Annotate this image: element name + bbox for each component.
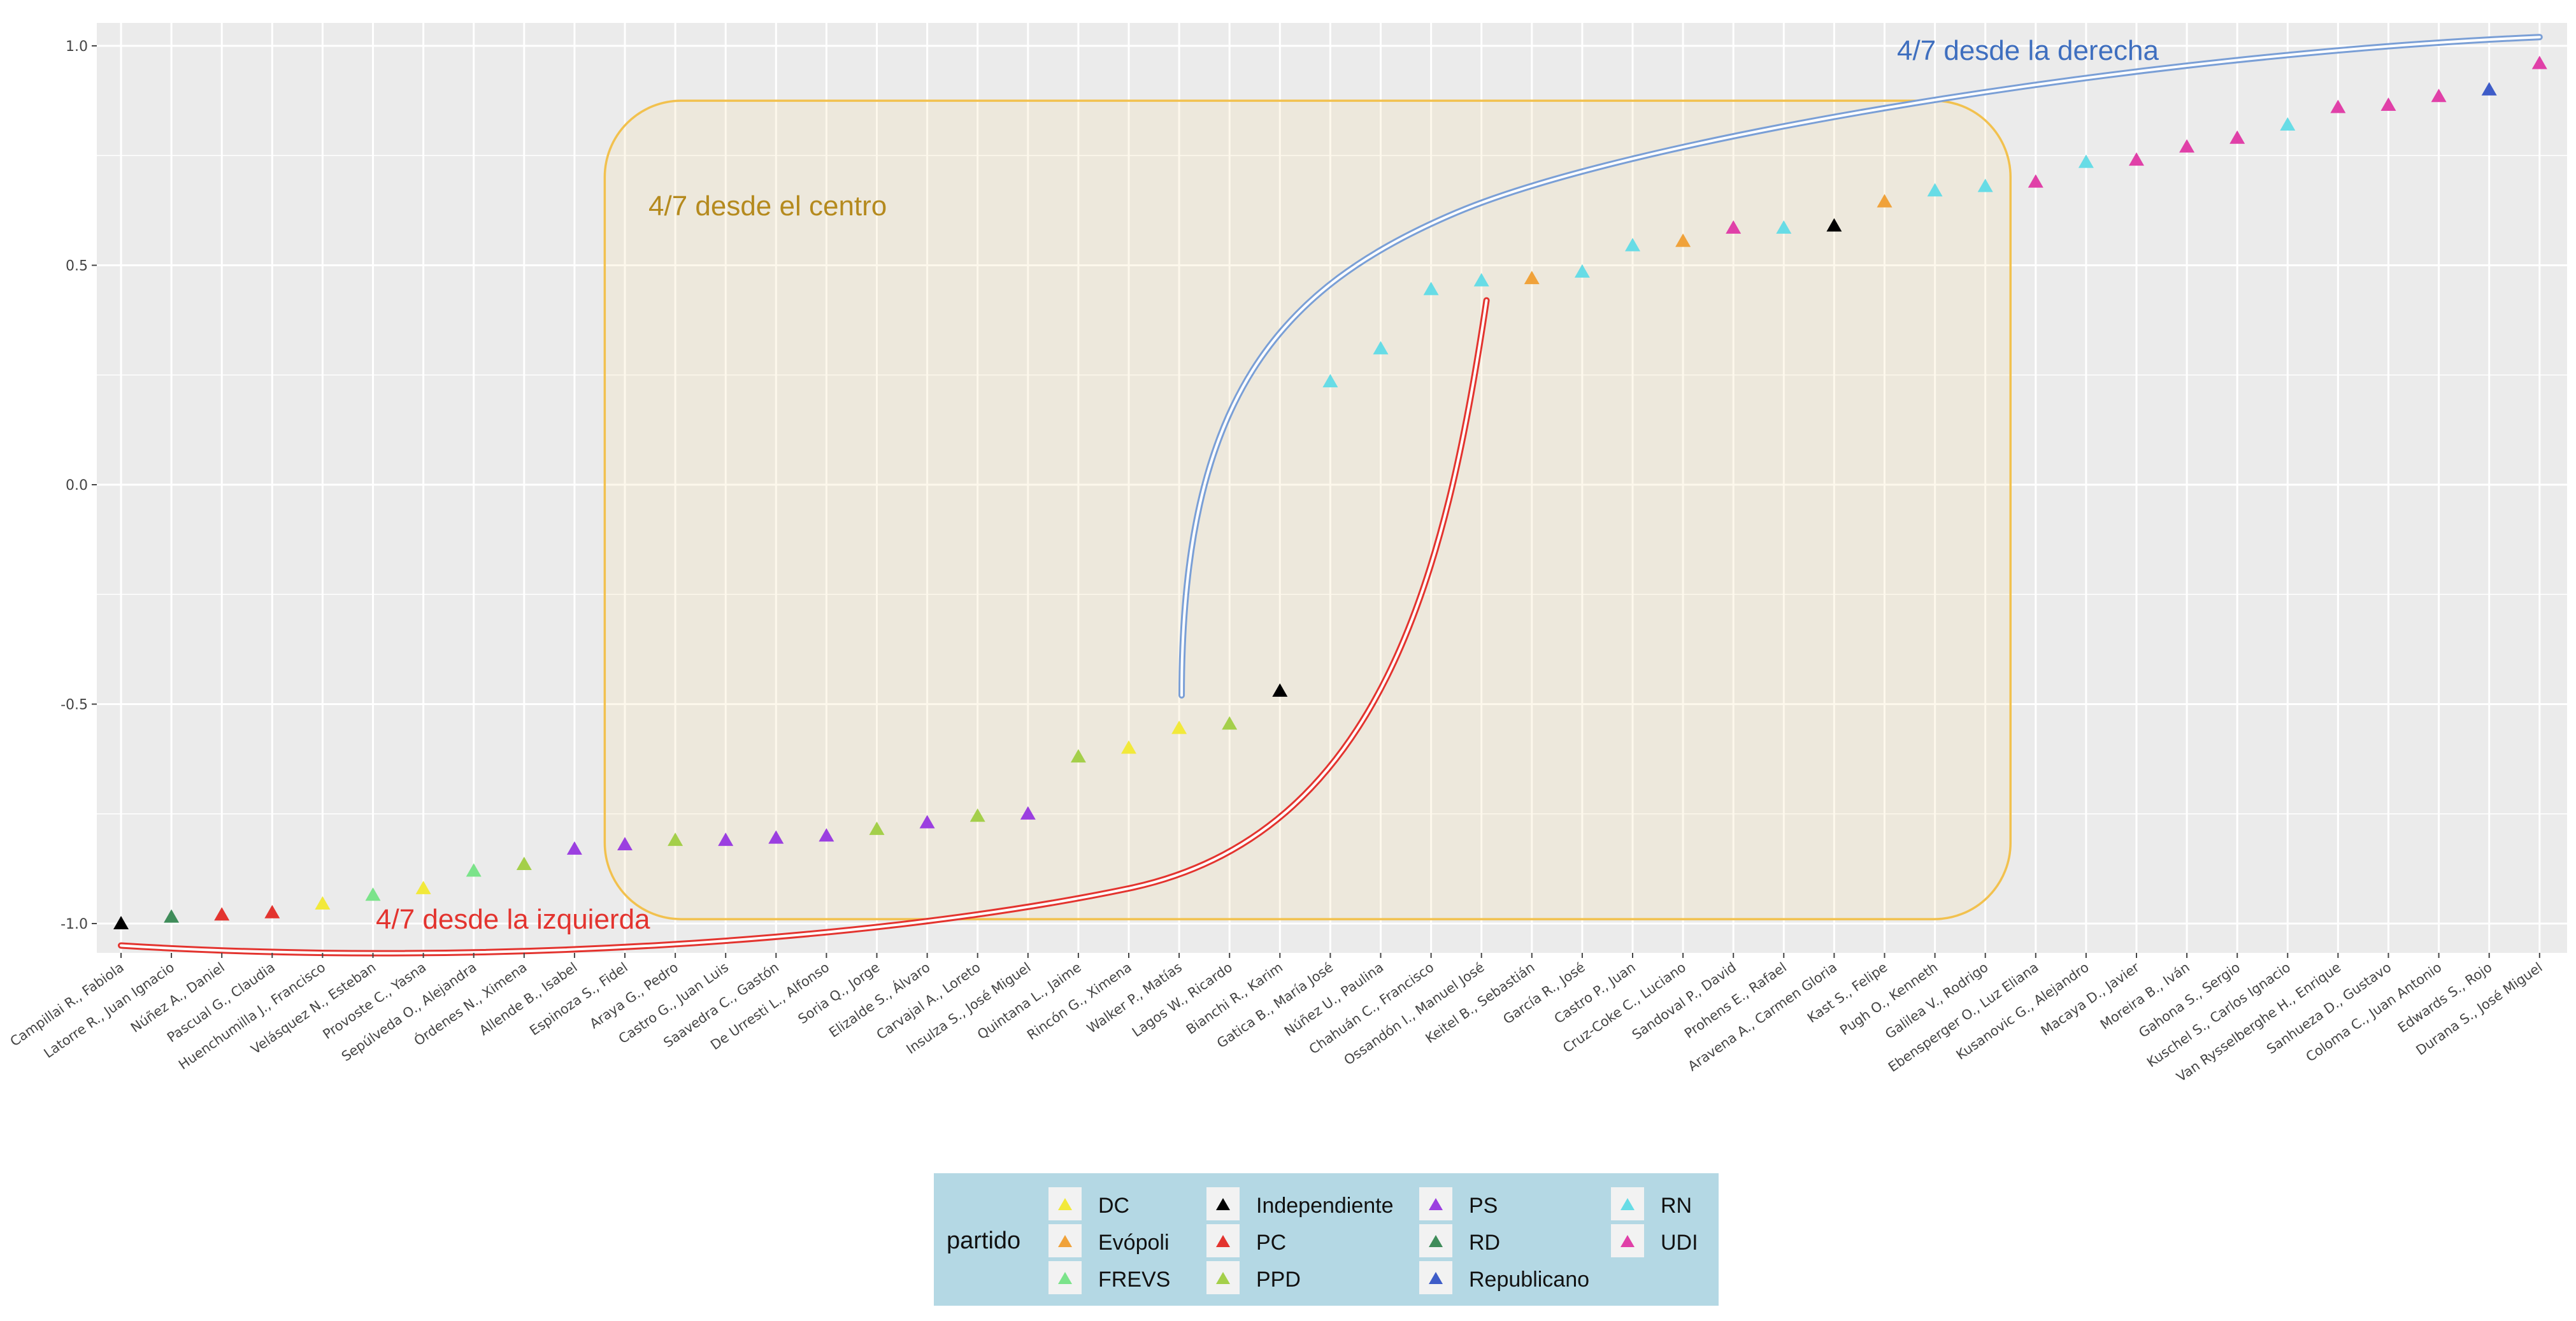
data-point xyxy=(1726,220,1742,234)
y-tick-label: 0.5 xyxy=(66,259,88,275)
data-point xyxy=(1977,178,1993,192)
data-point xyxy=(1574,264,1590,278)
data-point xyxy=(2129,152,2144,166)
data-point xyxy=(1927,183,1943,197)
data-point xyxy=(2330,99,2346,113)
plot-panel xyxy=(97,23,2567,953)
legend-marker xyxy=(1621,1235,1635,1247)
legend-label: Independiente xyxy=(1256,1194,1394,1218)
data-point xyxy=(365,887,381,901)
center-box xyxy=(603,99,2012,920)
legend-label: RD xyxy=(1469,1231,1500,1255)
curve-group xyxy=(118,34,2543,957)
data-point xyxy=(1524,271,1540,285)
legend-marker xyxy=(1216,1272,1230,1284)
data-point xyxy=(1877,194,1893,208)
curve-derecha-inner xyxy=(1180,36,2541,697)
points-group xyxy=(113,55,2547,929)
y-tick-label: 0.0 xyxy=(66,478,88,494)
annotation-derecha: 4/7 desde la derecha xyxy=(1897,35,2159,66)
data-point xyxy=(2229,130,2245,144)
legend-label: PC xyxy=(1256,1231,1286,1255)
data-point xyxy=(2481,82,2497,96)
legend: partido DC Evópoli FREVS Independiente PC PPD… xyxy=(934,1173,1719,1306)
legend-marker xyxy=(1058,1198,1072,1210)
y-tick-label: 1.0 xyxy=(66,39,88,55)
legend-label: RN xyxy=(1661,1194,1692,1218)
legend-label: Evópoli xyxy=(1098,1231,1170,1255)
annotation-centro: 4/7 desde el centro xyxy=(648,190,887,222)
data-point xyxy=(1473,273,1489,287)
data-point xyxy=(2280,117,2296,131)
data-point xyxy=(617,836,633,850)
legend-marker xyxy=(1429,1272,1443,1284)
legend-label: DC xyxy=(1098,1194,1129,1218)
data-point xyxy=(1625,238,1640,252)
y-tick-label: -1.0 xyxy=(61,917,88,932)
legend-marker xyxy=(1621,1198,1635,1210)
data-point xyxy=(2431,89,2447,103)
legend-marker xyxy=(1216,1198,1230,1210)
data-point xyxy=(1070,749,1086,763)
data-point xyxy=(919,815,935,829)
center-box-group xyxy=(603,99,2012,920)
data-point xyxy=(1272,683,1288,697)
data-point xyxy=(869,821,885,835)
data-point xyxy=(768,830,784,844)
legend-label: Republicano xyxy=(1469,1267,1589,1292)
grid-lines xyxy=(97,23,2567,953)
data-point xyxy=(315,896,331,910)
data-point xyxy=(1121,740,1136,754)
data-point xyxy=(1222,716,1238,730)
curve-izquierda-inner xyxy=(120,299,1488,955)
data-point xyxy=(718,832,734,846)
data-point xyxy=(2078,154,2094,168)
y-axis-ticks: 1.0 0.5 0.0 -0.5 -1.0 xyxy=(61,39,97,932)
legend-marker xyxy=(1216,1235,1230,1247)
data-point xyxy=(466,863,482,877)
legend-marker xyxy=(1058,1235,1072,1247)
data-point xyxy=(1826,218,1842,232)
data-point xyxy=(1020,806,1036,820)
data-point xyxy=(164,909,180,923)
data-point xyxy=(2531,55,2547,69)
annotations: 4/7 desde la derecha 4/7 desde el centro… xyxy=(376,35,2159,935)
data-point xyxy=(113,916,129,929)
data-point xyxy=(2028,174,2043,188)
legend-marker xyxy=(1429,1198,1443,1210)
data-point xyxy=(1776,220,1792,234)
data-point xyxy=(415,880,431,894)
data-point xyxy=(1322,374,1338,388)
legend-label: FREVS xyxy=(1098,1267,1170,1292)
legend-label: PPD xyxy=(1256,1267,1301,1292)
data-point xyxy=(516,856,532,870)
data-point xyxy=(264,904,280,918)
data-point xyxy=(970,808,985,822)
data-point xyxy=(1171,720,1187,734)
data-point xyxy=(1373,341,1389,355)
legend-label: UDI xyxy=(1661,1231,1698,1255)
legend-marker xyxy=(1429,1235,1443,1247)
y-tick-label: -0.5 xyxy=(61,697,88,713)
data-point xyxy=(668,832,683,846)
data-point xyxy=(819,828,834,842)
data-point xyxy=(2179,139,2195,153)
legend-marker xyxy=(1058,1272,1072,1284)
data-point xyxy=(1423,282,1439,296)
annotation-izquierda: 4/7 desde la izquierda xyxy=(376,904,650,935)
data-point xyxy=(1675,233,1691,247)
legend-title: partido xyxy=(947,1227,1020,1254)
data-point xyxy=(2380,97,2396,111)
legend-label: PS xyxy=(1469,1194,1498,1218)
data-point xyxy=(214,907,230,921)
data-point xyxy=(566,841,582,855)
